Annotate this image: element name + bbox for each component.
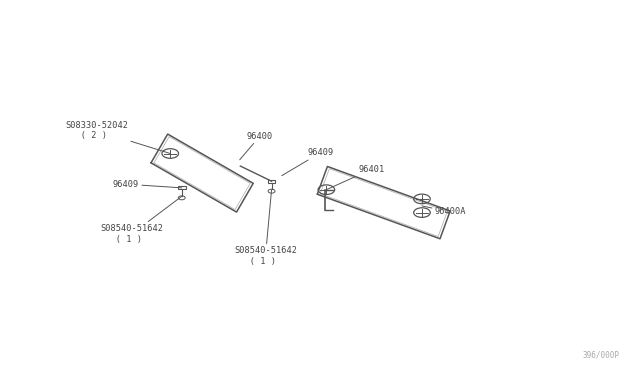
Text: 396/000P: 396/000P — [582, 350, 620, 359]
Text: 96409: 96409 — [113, 180, 182, 189]
Bar — [268, 180, 275, 183]
Text: S08330-52042
   ( 2 ): S08330-52042 ( 2 ) — [65, 121, 170, 154]
Text: S08540-51642
   ( 1 ): S08540-51642 ( 1 ) — [100, 196, 182, 244]
Text: 96401: 96401 — [326, 165, 385, 190]
Text: 96400A: 96400A — [422, 206, 466, 217]
Text: 96409: 96409 — [282, 148, 333, 176]
Bar — [178, 186, 186, 189]
Text: S08540-51642
   ( 1 ): S08540-51642 ( 1 ) — [234, 190, 297, 266]
Text: 96400: 96400 — [240, 132, 273, 160]
